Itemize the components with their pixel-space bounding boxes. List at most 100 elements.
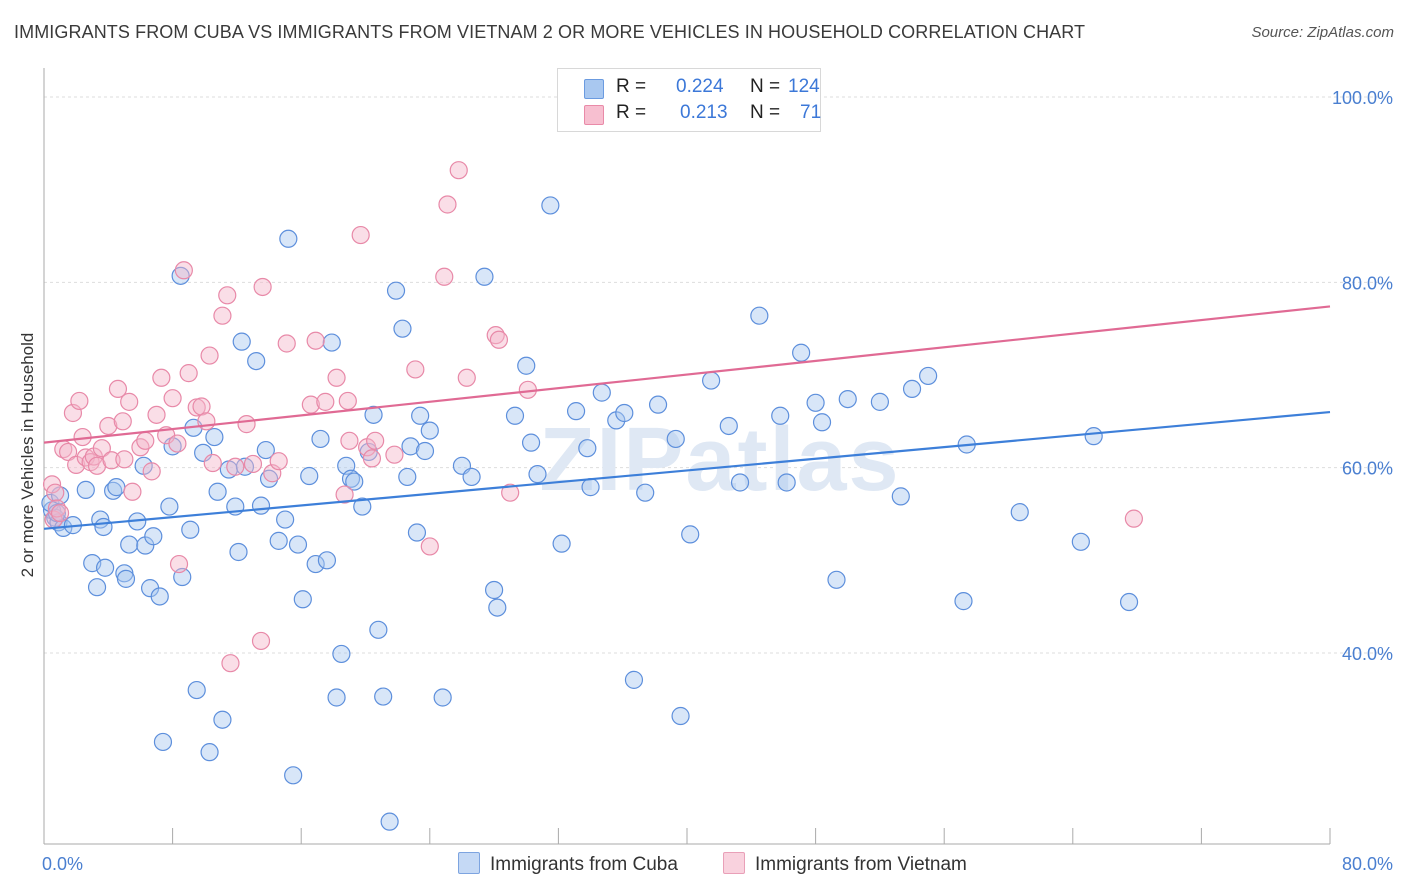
cuba-point	[771, 406, 790, 425]
vietnam-point	[218, 286, 237, 305]
vietnam-point	[123, 482, 142, 501]
cuba-point	[954, 592, 973, 611]
cuba-point	[144, 527, 163, 546]
legend-n-value-cuba: 124	[788, 76, 820, 97]
vietnam-point	[457, 368, 476, 387]
cuba-point	[902, 379, 922, 398]
cuba-point	[581, 478, 600, 497]
vietnam-point	[226, 457, 245, 476]
cuba-point	[393, 319, 412, 338]
vietnam-point	[221, 654, 240, 673]
cuba-point	[415, 441, 435, 461]
cuba-point	[256, 440, 275, 460]
cuba-point	[528, 465, 547, 484]
cuba-trend-line	[43, 410, 1331, 530]
vietnam-point	[197, 412, 216, 431]
cuba-point	[327, 688, 346, 707]
vietnam-point	[1124, 509, 1143, 528]
cuba-point	[521, 433, 541, 452]
cuba-point	[213, 710, 232, 729]
legend-n-label: N =	[750, 102, 781, 123]
cuba-point	[838, 389, 857, 409]
cuba-point	[181, 520, 200, 539]
legend-r-value-cuba: 0.224	[676, 76, 724, 97]
vietnam-point	[174, 261, 193, 280]
cuba-point	[353, 497, 372, 516]
cuba-point	[251, 496, 271, 515]
trend-lines	[43, 305, 1331, 530]
legend-r-label: R =	[616, 102, 647, 123]
cuba-point	[380, 812, 399, 831]
cuba-point	[150, 587, 169, 606]
cuba-point	[94, 517, 113, 537]
cuba-point	[364, 405, 383, 424]
cuba-point	[592, 383, 611, 402]
vietnam-point	[251, 631, 271, 651]
y-tick-labels: 100.0% 80.0% 60.0% 40.0%	[1332, 88, 1393, 664]
cuba-point	[552, 534, 571, 553]
vietnam-point	[277, 334, 296, 353]
y-tick-label: 100.0%	[1332, 88, 1393, 108]
cuba-point	[750, 306, 769, 325]
vietnam-point	[237, 415, 256, 434]
cuba-point	[401, 437, 420, 456]
cuba-point	[247, 352, 266, 371]
cuba-point	[806, 393, 825, 412]
cuba-point	[566, 402, 586, 421]
legend: R = 0.224 N = 124 R = 0.213 N = 71	[557, 68, 821, 132]
legend-swatch-cuba	[584, 79, 604, 99]
cuba-point	[369, 620, 388, 639]
vietnam-point	[243, 454, 263, 474]
vietnam-point	[340, 431, 359, 450]
vietnam-point	[46, 483, 65, 502]
source-label: Source: ZipAtlas.com	[1251, 24, 1394, 41]
vietnam-point	[169, 554, 189, 574]
cuba-point	[306, 554, 325, 574]
vietnam-point	[147, 405, 166, 424]
cuba-point	[95, 558, 115, 577]
vietnam-point	[385, 445, 404, 464]
cuba-point	[719, 416, 738, 436]
vietnam-point	[120, 392, 139, 411]
vietnam-point	[102, 451, 121, 470]
y-tick-label: 60.0%	[1342, 459, 1393, 479]
cuba-point	[229, 542, 248, 562]
vietnam-point	[213, 306, 232, 325]
cuba-point	[407, 523, 427, 542]
vietnam-point	[70, 391, 89, 411]
cuba-point	[1119, 592, 1139, 612]
cuba-point	[615, 403, 634, 423]
watermark: ZIPatlas	[539, 410, 900, 510]
vietnam-point	[59, 442, 78, 462]
cuba-point	[300, 466, 319, 486]
cuba-point	[259, 469, 279, 488]
cuba-point	[730, 473, 750, 492]
vietnam-point	[168, 434, 187, 453]
vietnam-point	[366, 431, 385, 450]
cuba-point	[891, 487, 910, 506]
cuba-point	[420, 421, 439, 440]
cuba-point	[288, 535, 308, 554]
vietnam-point	[338, 391, 357, 411]
cuba-point	[317, 551, 337, 570]
vietnam-point	[489, 330, 509, 349]
vietnam-point	[142, 462, 161, 481]
cuba-point	[666, 429, 685, 449]
axes	[43, 68, 1331, 845]
legend-swatch-vietnam	[584, 105, 604, 125]
cuba-point	[792, 343, 811, 362]
vietnam-points	[42, 161, 1143, 673]
cuba-point	[541, 196, 560, 215]
cuba-point	[116, 569, 136, 588]
vietnam-point	[435, 267, 454, 286]
cuba-point	[187, 680, 206, 700]
cuba-point	[200, 743, 219, 762]
cuba-point	[163, 437, 182, 456]
cuba-point	[648, 395, 668, 414]
cuba-point	[919, 366, 938, 386]
cuba-point	[120, 535, 139, 554]
cuba-point	[269, 531, 288, 550]
cuba-point	[578, 439, 597, 458]
vietnam-point	[99, 416, 118, 436]
cuba-point	[293, 590, 312, 609]
